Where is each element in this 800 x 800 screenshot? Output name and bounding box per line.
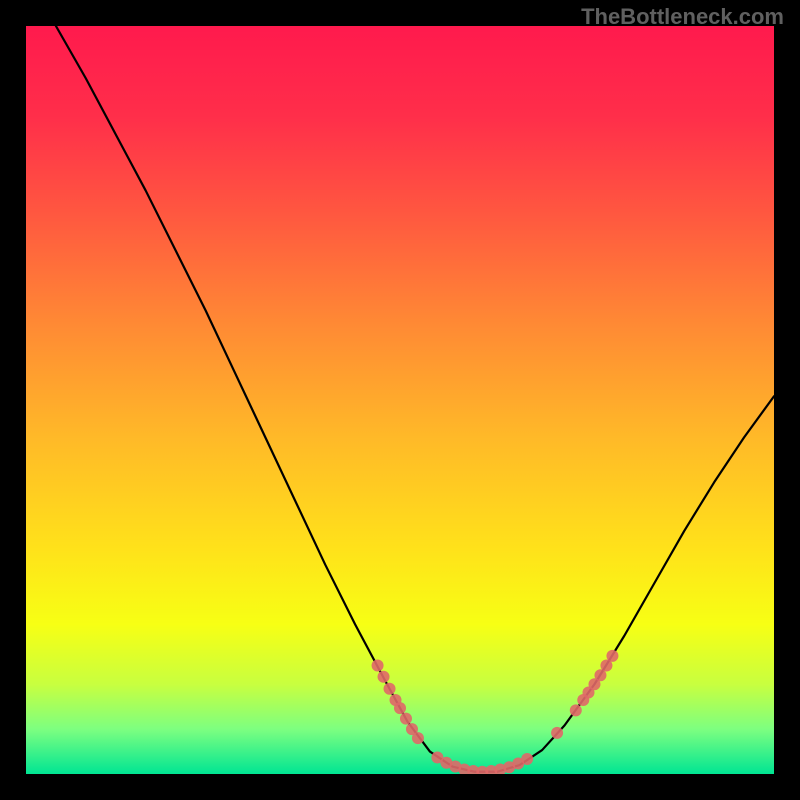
bottleneck-curve bbox=[56, 26, 774, 772]
datapoint-right-cluster bbox=[606, 650, 618, 662]
datapoint-left-cluster bbox=[412, 732, 424, 744]
datapoint-left-cluster bbox=[372, 660, 384, 672]
datapoint-right-cluster bbox=[570, 704, 582, 716]
datapoint-bottom-cluster bbox=[521, 753, 533, 765]
chart-canvas: TheBottleneck.com bbox=[0, 0, 800, 800]
plot-area bbox=[26, 26, 774, 774]
datapoint-right-outlier bbox=[551, 727, 563, 739]
datapoint-left-cluster bbox=[394, 702, 406, 714]
watermark-text: TheBottleneck.com bbox=[581, 4, 784, 30]
chart-overlay bbox=[26, 26, 774, 774]
datapoint-left-cluster bbox=[378, 671, 390, 683]
datapoints-group bbox=[372, 650, 619, 774]
datapoint-left-cluster bbox=[400, 713, 412, 725]
datapoint-left-cluster bbox=[384, 683, 396, 695]
